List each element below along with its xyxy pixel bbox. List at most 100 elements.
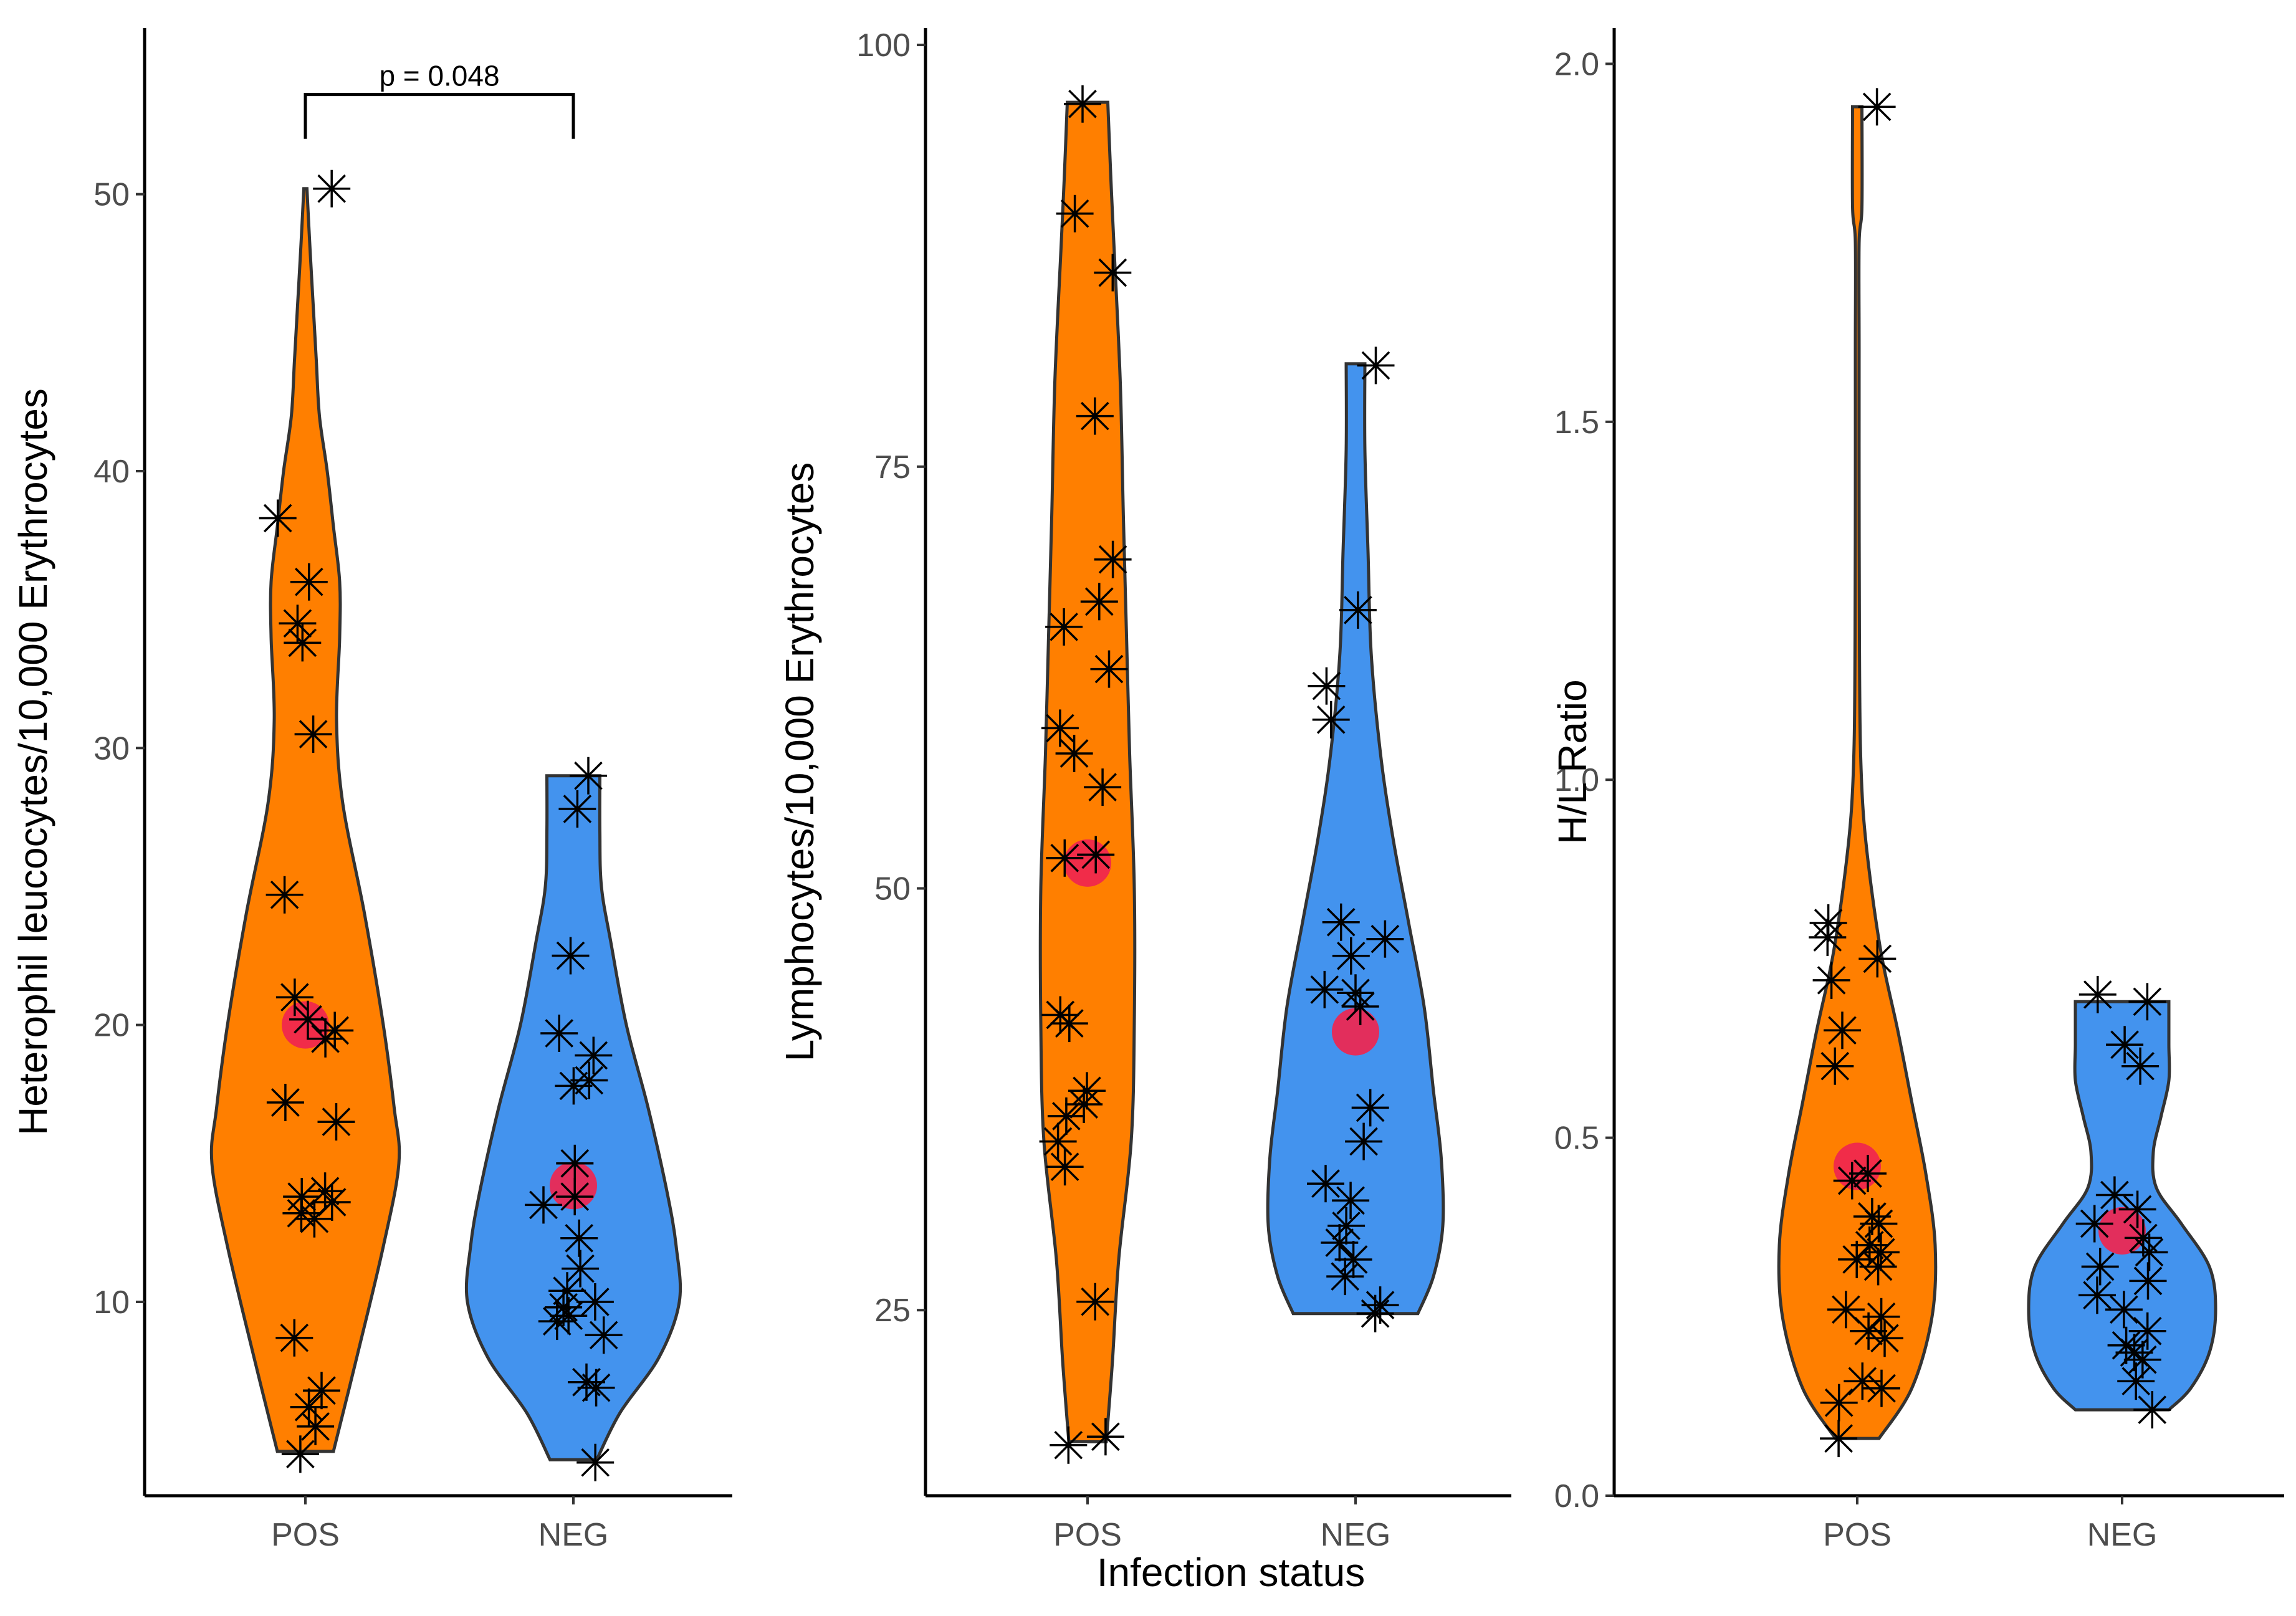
y-axis-title: Heterophil leucocytes/10,000 Erythrocyte… [11,388,55,1136]
data-point [1306,970,1344,1008]
x-tick-label: POS [1823,1517,1892,1553]
p-value-label: p = 0.048 [379,60,499,92]
y-tick-label: 50 [874,871,911,907]
data-point [555,1067,593,1105]
data-point [538,1303,576,1341]
y-tick-label: 10 [93,1284,130,1321]
y-axis-title: H/L Ratio [1550,679,1595,844]
data-point [556,1144,594,1182]
data-point [1090,650,1128,688]
data-point [1039,1122,1077,1160]
y-tick-label: 40 [93,454,130,490]
data-point [2117,1362,2155,1400]
data-point [1086,1418,1124,1456]
data-point [1345,1122,1383,1160]
data-point [2118,1190,2156,1228]
data-point [1859,1248,1897,1286]
x-tick-label: POS [271,1517,340,1553]
data-point [2106,1026,2144,1064]
data-point [289,1000,327,1038]
y-tick-label: 0.0 [1554,1478,1599,1514]
data-point [1833,1162,1871,1200]
data-point [575,1036,613,1074]
data-point [275,978,313,1016]
data-point [2075,1205,2113,1243]
data-point [570,757,607,795]
significance-bracket [304,93,575,139]
data-point [317,1103,355,1141]
y-tick-label: 100 [856,27,911,64]
y-tick-label: 0.5 [1554,1121,1599,1157]
data-point [313,170,351,208]
data-point [2078,975,2117,1013]
data-point [1064,85,1101,123]
x-tick-label: NEG [2087,1517,2158,1553]
data-point [550,1297,588,1335]
y-tick-label: 1.5 [1554,404,1599,441]
lymphocyte-panel: 25 50 75 100 POS NEG Lymphocytes/10,000 Erythr… [777,27,1511,1595]
data-point [1321,1224,1359,1261]
data-point [294,715,332,753]
y-tick-label: 30 [93,730,130,767]
data-point [2123,1341,2161,1379]
hl-ratio-panel: 0.0 0.5 1.0 1.5 2.0 POS NEG H/L Ratio [1550,28,2284,1553]
data-point [1322,903,1360,941]
data-point [306,1172,344,1210]
data-point [1080,583,1118,621]
data-point [562,1250,600,1288]
data-point [556,1178,594,1216]
data-point [2095,1176,2133,1214]
data-point [2124,1219,2162,1257]
data-point [1816,1047,1854,1085]
x-axis-title: Infection status [1097,1550,1365,1595]
data-point [2133,1391,2171,1429]
data-point [2130,1233,2168,1271]
data-point [552,937,590,975]
data-point [1341,988,1379,1025]
data-point [570,1061,608,1099]
data-point [279,605,317,643]
data-point [281,1435,319,1473]
data-point [540,1015,578,1052]
data-point [1056,194,1094,232]
heterophil-panel: 10 20 30 40 50 POS NEG Heterophil leucocytes/10… [11,28,732,1553]
data-point [1366,920,1404,958]
mean-dot-pos [1834,1142,1881,1190]
data-point [1050,1426,1088,1464]
mean-dot-neg [550,1162,597,1210]
data-point [576,1443,615,1481]
violin-pos [209,187,401,1453]
data-point [1827,1291,1865,1329]
y-axis-title: Lymphocytes/10,000 Erythrocytes [777,462,822,1062]
data-point [295,1200,333,1238]
data-point [525,1186,562,1224]
data-point [2105,1291,2143,1329]
data-point [1332,1182,1370,1220]
data-point [1307,1165,1344,1203]
data-point [1357,347,1395,385]
data-point [1844,1362,1882,1400]
data-point [1332,937,1370,975]
data-point [1838,1240,1876,1278]
x-tick-label: POS [1053,1517,1122,1553]
data-point [1351,1089,1389,1127]
data-point [2129,1262,2167,1300]
data-point [2128,983,2166,1021]
y-tick-label: 2.0 [1554,46,1599,82]
y-tick-label: 25 [874,1293,911,1329]
data-point [307,1020,345,1058]
data-point [1041,709,1079,747]
x-tick-label: NEG [538,1517,609,1553]
data-point [585,1316,623,1354]
y-tick-label: 50 [93,177,130,213]
data-point [1820,1420,1858,1458]
y-tick-label: 75 [874,449,911,485]
data-point [577,1369,615,1407]
data-point [1858,940,1897,978]
data-point [1045,608,1083,646]
data-point [1356,1294,1394,1332]
data-point [1858,88,1896,126]
x-tick-label: NEG [1321,1517,1391,1553]
data-point [558,790,596,828]
